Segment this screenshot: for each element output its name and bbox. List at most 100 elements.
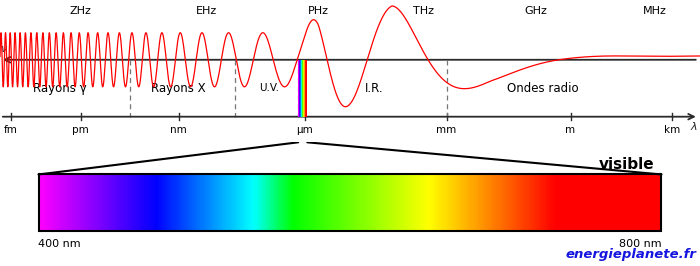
Bar xyxy=(505,174,508,231)
Bar xyxy=(408,174,410,231)
Bar xyxy=(258,174,260,231)
Bar xyxy=(402,174,404,231)
Bar xyxy=(271,174,273,231)
Text: THz: THz xyxy=(413,6,434,16)
Bar xyxy=(315,174,317,231)
Text: Rayons γ: Rayons γ xyxy=(33,82,86,95)
Bar xyxy=(155,174,157,231)
Bar xyxy=(645,174,647,231)
Bar xyxy=(564,174,566,231)
Bar xyxy=(94,174,97,231)
Bar xyxy=(356,174,358,231)
Bar xyxy=(616,174,618,231)
Bar xyxy=(539,174,541,231)
Bar xyxy=(352,174,354,231)
Bar xyxy=(101,174,103,231)
Text: λ: λ xyxy=(691,122,697,132)
Bar xyxy=(66,174,68,231)
Bar xyxy=(80,174,82,231)
Bar xyxy=(277,174,279,231)
Bar xyxy=(242,174,244,231)
Bar xyxy=(454,174,456,231)
Bar xyxy=(541,174,543,231)
Bar xyxy=(421,174,423,231)
Bar xyxy=(232,174,234,231)
Bar xyxy=(410,174,412,231)
Bar xyxy=(186,174,188,231)
Bar xyxy=(157,174,159,231)
Bar xyxy=(281,174,284,231)
Bar xyxy=(244,174,246,231)
Text: m: m xyxy=(566,125,575,135)
Bar xyxy=(113,174,116,231)
Bar xyxy=(636,174,638,231)
Bar xyxy=(452,174,454,231)
Bar xyxy=(215,174,217,231)
Bar xyxy=(558,174,560,231)
Text: 800 nm: 800 nm xyxy=(619,239,661,249)
Bar xyxy=(462,174,464,231)
Bar xyxy=(188,174,190,231)
Bar xyxy=(381,174,383,231)
Bar xyxy=(638,174,640,231)
Bar xyxy=(161,174,163,231)
Bar xyxy=(601,174,603,231)
Bar xyxy=(288,174,290,231)
Bar xyxy=(43,174,45,231)
Bar xyxy=(620,174,622,231)
Bar xyxy=(169,174,172,231)
Bar xyxy=(107,174,109,231)
Bar xyxy=(610,174,612,231)
Bar xyxy=(442,174,444,231)
Bar xyxy=(273,174,275,231)
Bar xyxy=(479,174,481,231)
Bar xyxy=(363,174,365,231)
Bar xyxy=(174,174,176,231)
Bar xyxy=(78,174,80,231)
Bar xyxy=(196,174,198,231)
Bar xyxy=(167,174,169,231)
Bar xyxy=(431,174,433,231)
Bar xyxy=(279,174,281,231)
Bar xyxy=(41,174,43,231)
Bar xyxy=(500,174,502,231)
Text: energieplanete.fr: energieplanete.fr xyxy=(566,248,696,261)
Bar xyxy=(414,174,416,231)
Bar xyxy=(358,174,361,231)
Bar xyxy=(172,174,174,231)
Bar xyxy=(624,174,626,231)
Bar xyxy=(202,174,204,231)
Text: ZHz: ZHz xyxy=(69,6,92,16)
Bar xyxy=(618,174,620,231)
Bar xyxy=(128,174,130,231)
Bar xyxy=(597,174,599,231)
Bar xyxy=(400,174,402,231)
Bar xyxy=(477,174,479,231)
Bar xyxy=(132,174,134,231)
Bar xyxy=(70,174,71,231)
Bar xyxy=(313,174,315,231)
Bar xyxy=(649,174,651,231)
Bar xyxy=(373,174,375,231)
Bar xyxy=(444,174,445,231)
Bar xyxy=(138,174,140,231)
Bar xyxy=(584,174,587,231)
Bar xyxy=(383,174,385,231)
Bar xyxy=(545,174,547,231)
Bar xyxy=(657,174,659,231)
Bar xyxy=(340,174,342,231)
Text: ν: ν xyxy=(1,44,8,54)
Bar xyxy=(435,174,438,231)
Bar xyxy=(97,174,99,231)
Bar xyxy=(103,174,105,231)
Bar xyxy=(614,174,616,231)
Bar xyxy=(335,174,337,231)
Bar xyxy=(447,174,449,231)
Bar xyxy=(105,174,107,231)
Bar xyxy=(88,174,90,231)
Bar xyxy=(423,174,425,231)
Bar xyxy=(367,174,369,231)
Bar xyxy=(62,174,64,231)
Bar xyxy=(126,174,128,231)
Bar xyxy=(449,174,452,231)
